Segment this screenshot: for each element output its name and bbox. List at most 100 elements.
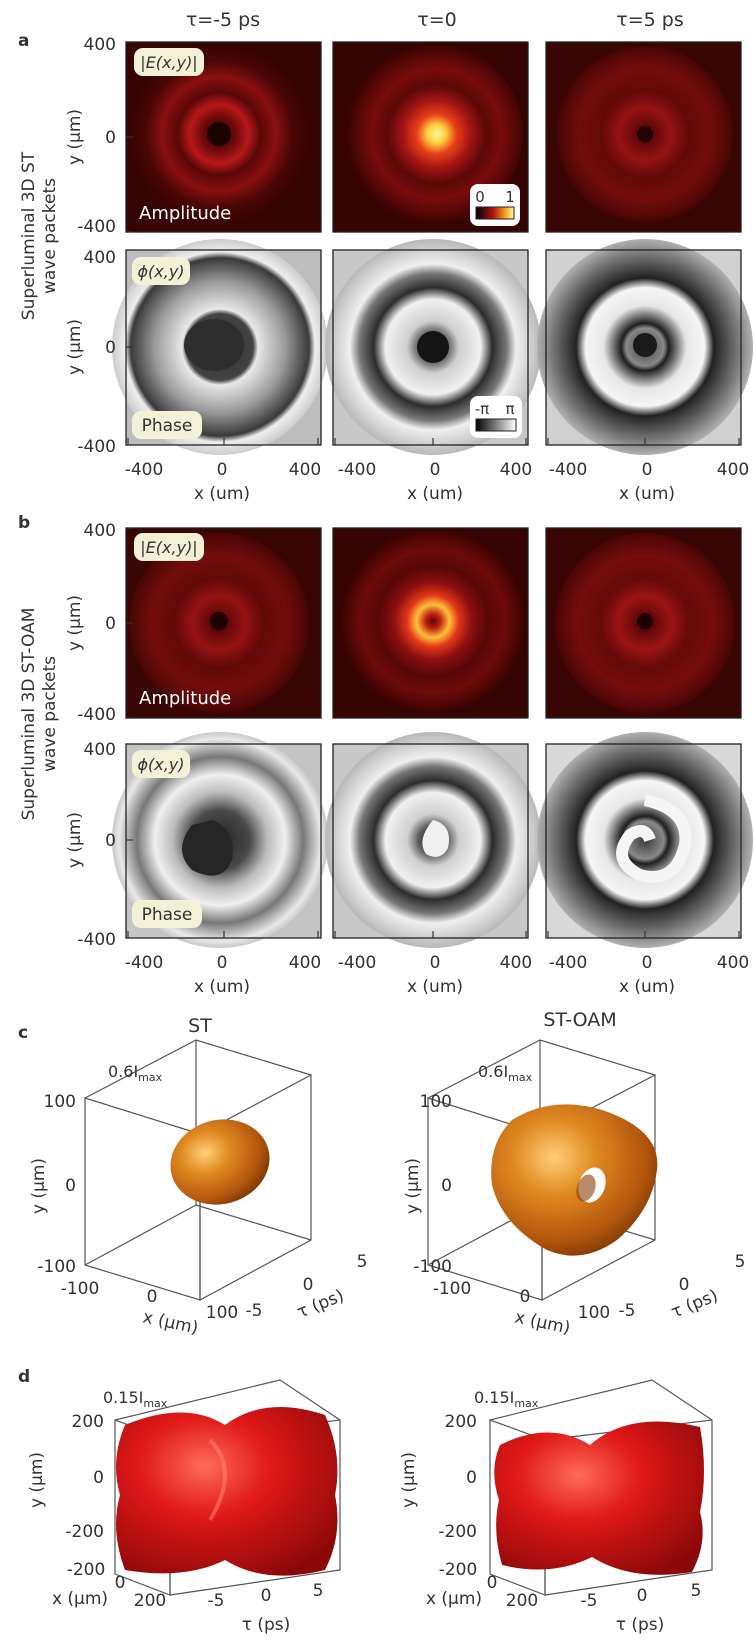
column-header-pos: τ=5 ps [616, 9, 683, 31]
xtick-a3-zero: 0 [642, 460, 653, 480]
ylabel-b-phase: y (µm) [65, 812, 85, 868]
tag-amp-a-text: |E(x,y)| [140, 53, 197, 72]
panel-letter-d: d [18, 1367, 30, 1387]
c-right-xlabel: x (µm) [513, 1307, 572, 1338]
ytick-a-amp-mid: 0 [105, 128, 116, 148]
c-right-xtick-zero: 0 [520, 1287, 531, 1307]
tag-amp-b: |E(x,y)| [134, 533, 204, 561]
d-right-ytick-top: 200 [445, 1412, 477, 1432]
ytick-a-amp-top: 400 [84, 35, 116, 55]
c-left-xlabel: x (µm) [141, 1307, 200, 1338]
tag-phase-a-text: ϕ(x,y) [137, 262, 184, 281]
c-left-yticks: 100 0 -100 [37, 1092, 76, 1277]
tag-phase-b: ϕ(x,y) [132, 750, 190, 778]
d-right-ttick-pos: 5 [691, 1581, 702, 1601]
cb-amp-min: 0 [475, 188, 485, 206]
colorbar-phase: -π π [470, 396, 522, 438]
c-right-xtick-pos: 100 [578, 1303, 610, 1323]
tag-phase-word-a: Phase [132, 411, 202, 439]
c-right-ttick-zero: 0 [679, 1275, 690, 1295]
iso-label-d-right: 0.15Imax [474, 1388, 539, 1410]
c-left-ttick-neg: -5 [246, 1301, 263, 1321]
iso-label-d-right-sub: max [514, 1397, 538, 1410]
ylabel-a-amp: y (µm) [65, 109, 85, 165]
tag-amp-a: |E(x,y)| [134, 48, 204, 76]
d-left-xticks: -200 0 200 [67, 1560, 167, 1611]
d-left-ttick-zero: 0 [261, 1586, 272, 1606]
label-phase-b: Phase [142, 905, 193, 925]
d-right-xlabel: x (µm) [426, 1589, 482, 1609]
row-label-a-line1: Superluminal 3D ST [19, 151, 39, 320]
map-b-phase-zero [325, 732, 541, 948]
map-a-amp-pos [545, 41, 742, 233]
ytick-b-amp-bottom: -400 [77, 705, 116, 725]
c-left-ytick-mid: 0 [65, 1176, 76, 1196]
row-label-b-line1: Superluminal 3D ST-OAM [19, 608, 39, 821]
c-left-ylabel: y (µm) [29, 1158, 49, 1214]
d-left-ytick-mid: 0 [93, 1468, 104, 1488]
d-left-tticks: -5 0 5 [208, 1581, 324, 1611]
c-left-xticks: -100 0 100 [61, 1279, 239, 1323]
c-left-ytick-top: 100 [44, 1092, 76, 1112]
d-left-xtick-zero: 0 [115, 1573, 126, 1593]
map-a-amp-zero [332, 41, 529, 233]
c-right-ylabel: y (µm) [403, 1158, 423, 1214]
c-right-ttick-neg: -5 [619, 1301, 636, 1321]
c-left-ttick-zero: 0 [303, 1275, 314, 1295]
d-right-ylabel: y (µm) [399, 1452, 419, 1508]
iso-label-c-right: 0.6Imax [478, 1062, 533, 1084]
row-label-a-line2: wave packets [40, 178, 60, 294]
c-left-ttick-pos: 5 [357, 1252, 368, 1272]
d-right-yticks: 200 0 -200 [438, 1412, 477, 1542]
d-left-ytick-top: 200 [72, 1412, 104, 1432]
xtick-b2-zero: 0 [430, 953, 441, 973]
d-right-tlabel: τ (ps) [616, 1615, 665, 1635]
c-right-ytick-mid: 0 [441, 1176, 452, 1196]
xlabel-a2: x (um) [407, 484, 463, 504]
xlabel-a3: x (um) [619, 484, 675, 504]
d-right-ttick-neg: -5 [581, 1591, 598, 1611]
d-left-tlabel: τ (ps) [242, 1615, 291, 1635]
xlabel-b2: x (um) [407, 977, 463, 997]
ytick-a-phase-mid: 0 [105, 338, 116, 358]
d-right-ytick-mid: 0 [466, 1468, 477, 1488]
xtick-b3-neg: -400 [549, 953, 588, 973]
c-right-ytick-top: 100 [420, 1092, 452, 1112]
xticks-b: -400 0 400 -400 0 400 -400 0 400 [125, 953, 750, 973]
axes-ab [126, 41, 740, 939]
xtick-a1-pos: 400 [289, 460, 321, 480]
iso-label-d-left-main: 0.15I [103, 1388, 143, 1407]
c-right-ttick-pos: 5 [735, 1252, 746, 1272]
yticks-b: 400 0 -400 400 0 -400 [77, 521, 116, 950]
xticks-a: -400 0 400 -400 0 400 -400 0 400 [125, 460, 750, 480]
xtick-a2-zero: 0 [430, 460, 441, 480]
xtick-b3-zero: 0 [642, 953, 653, 973]
ytick-a-phase-bottom: -400 [77, 437, 116, 457]
iso-surface-st [170, 1119, 270, 1205]
d-left-ttick-pos: 5 [313, 1581, 324, 1601]
iso-surface-stoam [491, 1104, 658, 1256]
column-header-zero: τ=0 [417, 9, 456, 31]
cb-phase-min: -π [475, 400, 489, 418]
c-left-ytick-bottom: -100 [37, 1257, 76, 1277]
c-right-tlabel: τ (ps) [668, 1286, 721, 1323]
panel-letter-b: b [18, 513, 30, 533]
map-a-amp-neg [125, 41, 322, 233]
label-phase-a: Phase [142, 416, 193, 436]
d-left-ylabel: y (µm) [27, 1452, 47, 1508]
iso-label-c-right-sub: max [508, 1071, 532, 1084]
ytick-b-phase-top: 400 [84, 740, 116, 760]
ytick-b-phase-mid: 0 [105, 831, 116, 851]
ytick-b-amp-mid: 0 [105, 614, 116, 634]
xtick-a1-zero: 0 [217, 460, 228, 480]
xlabel-b1: x (um) [194, 977, 250, 997]
d-left-ttick-neg: -5 [208, 1591, 225, 1611]
ytick-a-phase-top: 400 [84, 248, 116, 268]
panel-letter-a: a [18, 31, 29, 51]
tag-phase-a: ϕ(x,y) [132, 257, 190, 285]
xtick-b1-neg: -400 [125, 953, 164, 973]
c-left-xtick-neg: -100 [61, 1279, 100, 1299]
row-label-b: Superluminal 3D ST-OAM wave packets [19, 608, 60, 821]
d-right-xtick-pos: 200 [506, 1591, 538, 1611]
